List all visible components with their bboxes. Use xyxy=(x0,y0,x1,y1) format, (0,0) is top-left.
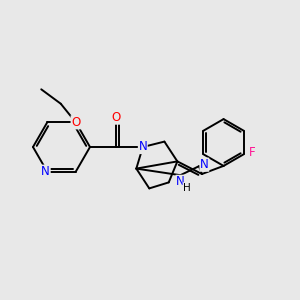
Text: N: N xyxy=(176,175,185,188)
Text: O: O xyxy=(112,111,121,124)
Text: N: N xyxy=(200,158,209,171)
Text: F: F xyxy=(249,146,256,159)
Text: H: H xyxy=(183,183,191,193)
Text: N: N xyxy=(138,140,147,154)
Text: N: N xyxy=(41,165,50,178)
Text: O: O xyxy=(71,116,80,129)
